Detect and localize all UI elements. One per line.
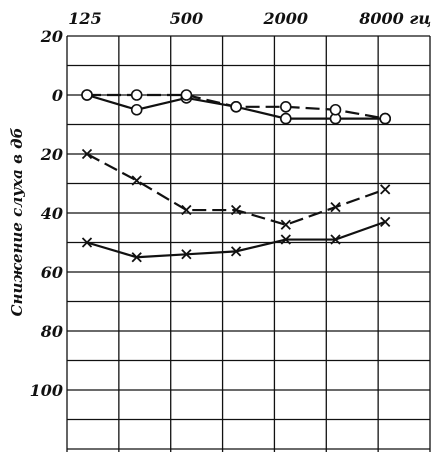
y-tick-label: 0 [52,86,63,105]
y-tick-label: 100 [30,381,63,400]
x-tick-label: 2000 [263,9,309,28]
cross-point [230,246,242,257]
cross-point [81,148,93,160]
y-tick-labels: 20 0 20 40 60 80 100 [30,27,63,400]
circle-point [279,112,292,125]
cross-point [131,252,142,263]
data-markers [81,89,392,263]
x-tick-labels: 125 500 2000 8000 гц [68,9,431,28]
circle-point [230,101,242,113]
y-tick-label: 20 [40,27,63,46]
cross-point [330,201,341,213]
circle-point [180,89,193,101]
x-tick-label: 125 [68,9,101,28]
y-tick-label: 20 [40,145,63,164]
circle-point [130,89,143,101]
series-line-3 [86,153,386,226]
circle-point [81,89,93,101]
y-tick-label: 40 [41,204,63,223]
cross-point [380,216,391,227]
cross-point [380,184,391,195]
x-tick-label: 500 [170,9,203,28]
cross-point [181,249,192,260]
cross-point [280,219,291,230]
cross-point [280,234,291,245]
circle-point [379,112,392,125]
cross-point [181,204,192,216]
cross-point [81,237,93,248]
grid [66,35,431,452]
y-axis-label: Снижение слуха в дб [8,127,26,316]
cross-point [230,204,242,216]
y-tick-label: 60 [41,263,63,282]
x-tick-label: 8000 гц [358,9,431,28]
circle-point [130,103,143,116]
circle-point [329,103,342,116]
y-tick-label: 80 [40,322,63,341]
cross-point [131,175,142,186]
circle-point [279,101,292,113]
cross-point [330,234,341,245]
